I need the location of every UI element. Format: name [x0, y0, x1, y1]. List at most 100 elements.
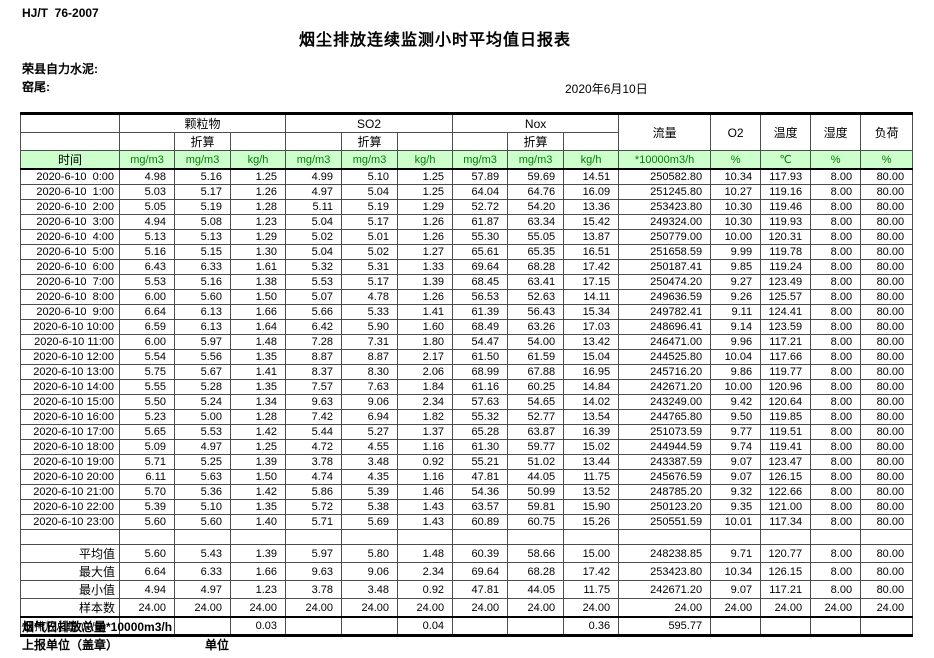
- value-cell: 8.00: [810, 168, 862, 185]
- value-cell: 80.00: [860, 199, 914, 215]
- unit-cell: kg/h: [397, 150, 454, 170]
- value-cell: 9.96: [710, 334, 762, 350]
- value-cell: 250474.20: [618, 274, 712, 290]
- value-cell: 14.84: [563, 379, 620, 395]
- value-cell: 55.30: [452, 229, 509, 245]
- value-cell: 6.33: [174, 562, 231, 581]
- value-cell: 1.26: [397, 214, 454, 230]
- value-cell: 3.78: [285, 454, 343, 470]
- value-cell: 65.61: [452, 244, 509, 260]
- value-cell: 5.54: [119, 349, 175, 365]
- value-cell: 63.34: [507, 214, 565, 230]
- value-cell: 6.94: [341, 409, 399, 425]
- value-cell: 8.00: [810, 229, 862, 245]
- col-humidity: 湿度: [810, 113, 862, 151]
- value-cell: 10.27: [710, 184, 762, 200]
- value-cell: 242671.20: [618, 379, 712, 395]
- time-col-blank: [20, 113, 120, 133]
- value-cell: 248238.85: [618, 544, 712, 563]
- value-cell: 69.64: [452, 259, 509, 275]
- value-cell: 9.99: [710, 244, 762, 260]
- value-cell: 80.00: [860, 214, 914, 230]
- value-cell: 5.43: [174, 544, 231, 563]
- data-row: 2020-6-10 18:00 5.09 4.97 1.25 4.72 4.55 1.16 6…: [20, 439, 914, 455]
- value-cell: 60.25: [507, 379, 565, 395]
- value-cell: 65.35: [507, 244, 565, 260]
- value-cell: 1.29: [229, 229, 287, 245]
- value-cell: 24.00: [860, 598, 914, 618]
- value-cell: 8.00: [810, 289, 862, 305]
- value-cell: 5.17: [174, 184, 231, 200]
- value-cell: 1.66: [229, 304, 287, 320]
- value-cell: 24.00: [119, 598, 175, 618]
- value-cell: [229, 529, 287, 545]
- value-cell: 5.50: [119, 394, 175, 410]
- value-cell: 1.80: [397, 334, 454, 350]
- value-cell: 5.56: [174, 349, 231, 365]
- value-cell: 47.81: [452, 469, 509, 485]
- value-cell: 10.34: [710, 168, 762, 185]
- value-cell: 5.02: [285, 229, 343, 245]
- value-cell: 10.00: [710, 229, 762, 245]
- value-cell: 1.82: [397, 409, 454, 425]
- value-cell: 80.00: [860, 469, 914, 485]
- value-cell: 246471.00: [618, 334, 712, 350]
- value-cell: 6.33: [174, 259, 231, 275]
- value-cell: 9.71: [710, 544, 762, 563]
- value-cell: 8.00: [810, 562, 862, 581]
- value-cell: 5.53: [119, 274, 175, 290]
- value-cell: 8.00: [810, 184, 862, 200]
- summary-row: 日排放总量 (T/D) 0.03 0.04 0.36 595.77: [20, 616, 914, 636]
- summary-label: 平均值: [20, 544, 120, 563]
- value-cell: 24.00: [563, 598, 620, 618]
- time-cell: 2020-6-10 18:00: [20, 439, 120, 455]
- data-row: 2020-6-10 10:00 6.59 6.13 1.64 6.42 5.90 1.60 6…: [20, 319, 914, 335]
- value-cell: 5.15: [174, 244, 231, 260]
- unit-cell: mg/m3: [507, 150, 565, 170]
- value-cell: 80.00: [860, 562, 914, 581]
- value-cell: 8.30: [341, 364, 399, 380]
- value-cell: [810, 616, 862, 636]
- unit-cell: ℃: [760, 150, 812, 170]
- converted-label-nox: 折算: [507, 132, 565, 151]
- value-cell: 117.66: [760, 349, 812, 365]
- value-cell: 244765.80: [618, 409, 712, 425]
- value-cell: 9.50: [710, 409, 762, 425]
- value-cell: [341, 529, 399, 545]
- value-cell: 11.75: [563, 469, 620, 485]
- value-cell: 5.05: [119, 199, 175, 215]
- value-cell: 17.42: [563, 259, 620, 275]
- value-cell: 123.47: [760, 454, 812, 470]
- value-cell: 8.87: [285, 349, 343, 365]
- value-cell: 119.93: [760, 214, 812, 230]
- unit-cell: %: [710, 150, 762, 170]
- summary-label: 最大值: [20, 562, 120, 581]
- value-cell: 253423.80: [618, 199, 712, 215]
- value-cell: 7.42: [285, 409, 343, 425]
- value-cell: 5.11: [285, 199, 343, 215]
- blank-cell: [397, 132, 454, 151]
- value-cell: 1.50: [229, 289, 287, 305]
- value-cell: 16.51: [563, 244, 620, 260]
- flue-gas-total-label: 烟气日排放总量*10000m3/h: [22, 620, 173, 634]
- value-cell: 15.00: [563, 544, 620, 563]
- data-row: 2020-6-10 8:00 6.00 5.60 1.50 5.07 4.78 1.26 56…: [20, 289, 914, 305]
- value-cell: 8.00: [810, 349, 862, 365]
- value-cell: 5.39: [119, 499, 175, 515]
- time-cell: 2020-6-10 21:00: [20, 484, 120, 500]
- value-cell: 5.19: [174, 199, 231, 215]
- value-cell: 5.16: [174, 274, 231, 290]
- time-column-header: 时间: [20, 150, 120, 170]
- value-cell: 9.86: [710, 364, 762, 380]
- value-cell: 4.97: [285, 184, 343, 200]
- value-cell: 5.01: [341, 229, 399, 245]
- value-cell: 8.00: [810, 514, 862, 530]
- value-cell: 8.00: [810, 274, 862, 290]
- time-cell: 2020-6-10 16:00: [20, 409, 120, 425]
- value-cell: 6.64: [119, 304, 175, 320]
- value-cell: 1.61: [229, 259, 287, 275]
- time-cell: 2020-6-10 0:00: [20, 168, 120, 185]
- value-cell: [285, 529, 343, 545]
- header-row-units: 时间 mg/m3 mg/m3 kg/h mg/m3 mg/m3 kg/h mg/…: [20, 150, 914, 170]
- value-cell: 5.04: [285, 244, 343, 260]
